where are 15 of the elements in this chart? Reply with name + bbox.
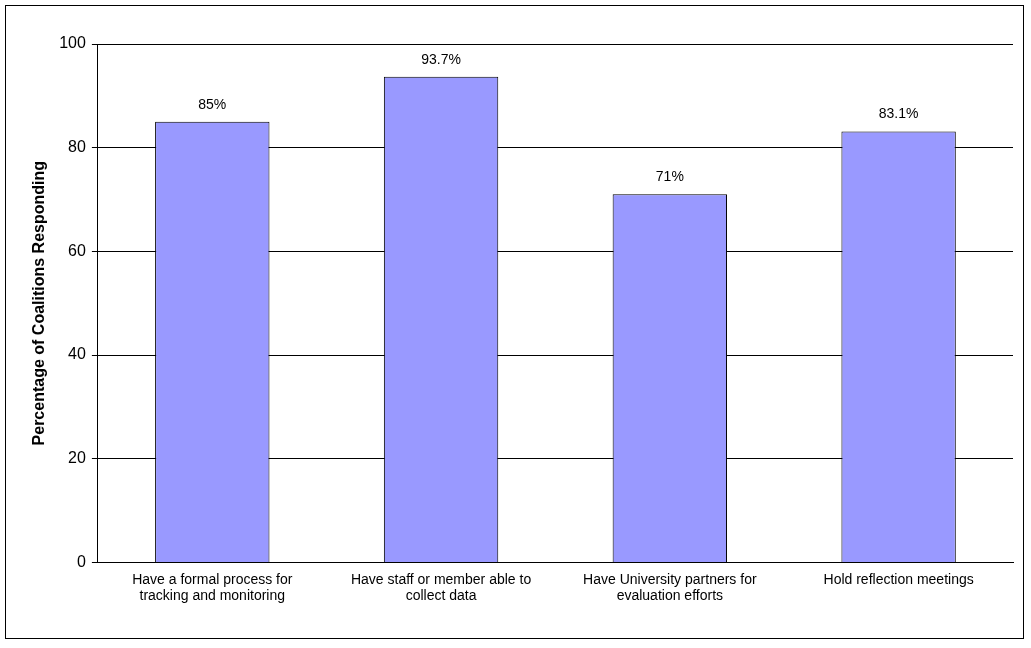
x-tick-label: Hold reflection meetings xyxy=(823,570,974,587)
x-tick-label: Have a formal process for tracking and monitoring xyxy=(132,570,293,604)
y-tick-label: 20 xyxy=(68,449,86,467)
y-tick-label: 60 xyxy=(68,241,86,259)
y-axis-title: Percentage of Coalitions Responding xyxy=(30,160,48,446)
y-tick-label: 100 xyxy=(59,34,86,52)
y-tick-label: 40 xyxy=(68,345,86,363)
data-label: 71% xyxy=(655,168,684,185)
x-tick-label: Have University partners for evaluation efforts xyxy=(583,570,757,604)
data-label: 93.7% xyxy=(421,50,461,67)
data-label: 85% xyxy=(198,95,227,112)
data-label: 83.1% xyxy=(878,105,919,122)
x-tick-label: Have staff or member able to collect data xyxy=(350,570,532,604)
y-tick-label: 0 xyxy=(76,552,86,570)
y-tick-label: 80 xyxy=(68,138,86,156)
